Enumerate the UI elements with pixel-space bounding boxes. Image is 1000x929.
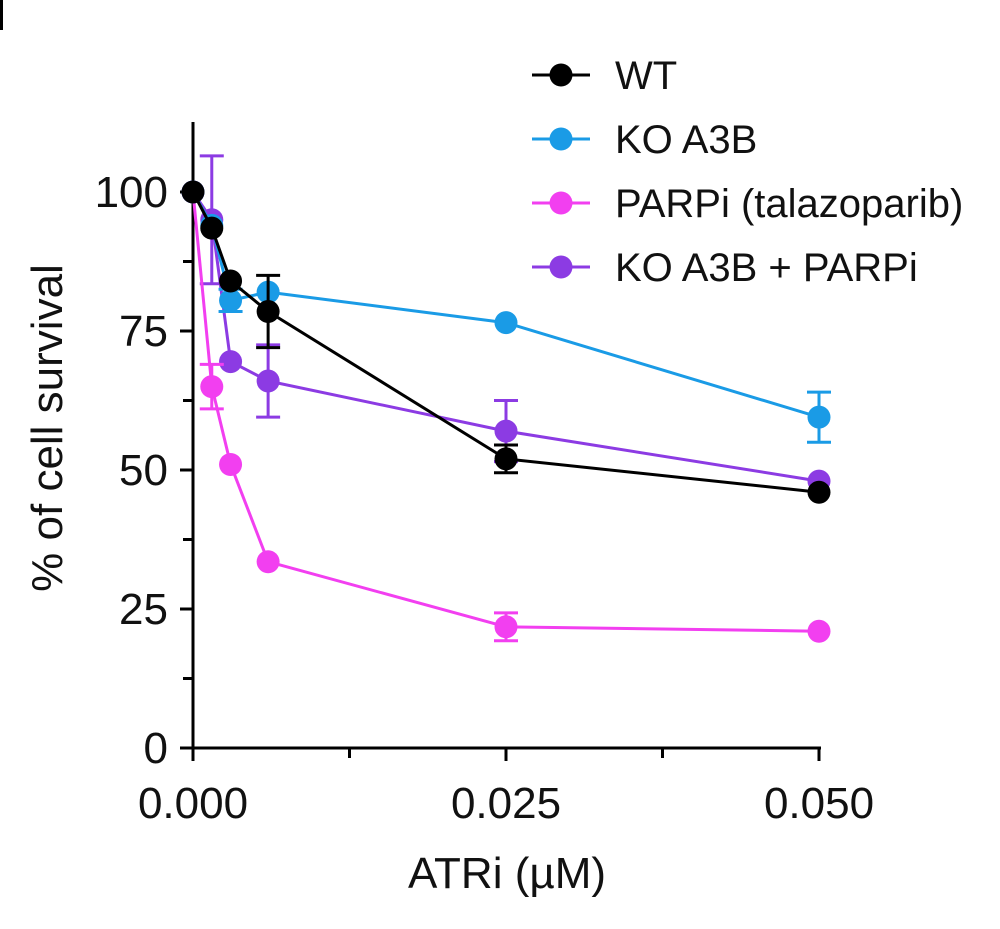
data-point <box>494 615 518 639</box>
y-tick-label: 0 <box>144 724 168 773</box>
legend: WT KO A3B PARPi (talazoparib) KO A3B + PARP… <box>532 54 963 290</box>
y-axis-title: % of cell survival <box>23 264 72 592</box>
legend-label: KO A3B + PARPi <box>615 246 918 290</box>
y-tick-label: 50 <box>119 446 168 495</box>
data-point <box>256 550 280 574</box>
data-point <box>219 288 243 312</box>
y-ticks: 0 25 50 75 100 <box>95 168 193 773</box>
data-point <box>200 375 224 399</box>
data-point <box>494 447 518 471</box>
series-layer <box>181 154 831 643</box>
legend-swatch-marker <box>549 191 573 215</box>
x-tick-label: 0.050 <box>764 779 874 828</box>
data-point <box>219 350 243 374</box>
data-point <box>181 180 205 204</box>
data-point <box>256 300 280 324</box>
data-point <box>494 311 518 335</box>
legend-swatch-marker <box>549 127 573 151</box>
y-tick-label: 75 <box>119 307 168 356</box>
data-point <box>494 419 518 443</box>
x-tick-label: 0.025 <box>451 779 561 828</box>
x-tick-label: 0.000 <box>138 779 248 828</box>
legend-label: KO A3B <box>615 118 757 162</box>
legend-label: PARPi (talazoparib) <box>615 182 963 226</box>
data-point <box>807 405 831 429</box>
x-axis-title: ATRi (µM) <box>408 849 606 898</box>
series-wt <box>181 180 831 504</box>
legend-swatch-marker <box>549 63 573 87</box>
data-point <box>200 216 224 240</box>
series-line <box>191 191 820 633</box>
data-point <box>219 269 243 293</box>
legend-swatch-marker <box>549 255 573 279</box>
legend-label: WT <box>615 54 677 98</box>
data-point <box>807 480 831 504</box>
data-point <box>807 619 831 643</box>
y-tick-label: 25 <box>119 585 168 634</box>
x-ticks: 0.000 0.025 0.050 <box>138 748 874 828</box>
data-point <box>256 369 280 393</box>
y-tick-label: 100 <box>95 168 168 217</box>
data-point <box>219 452 243 476</box>
panel-edge-mark <box>0 0 3 30</box>
